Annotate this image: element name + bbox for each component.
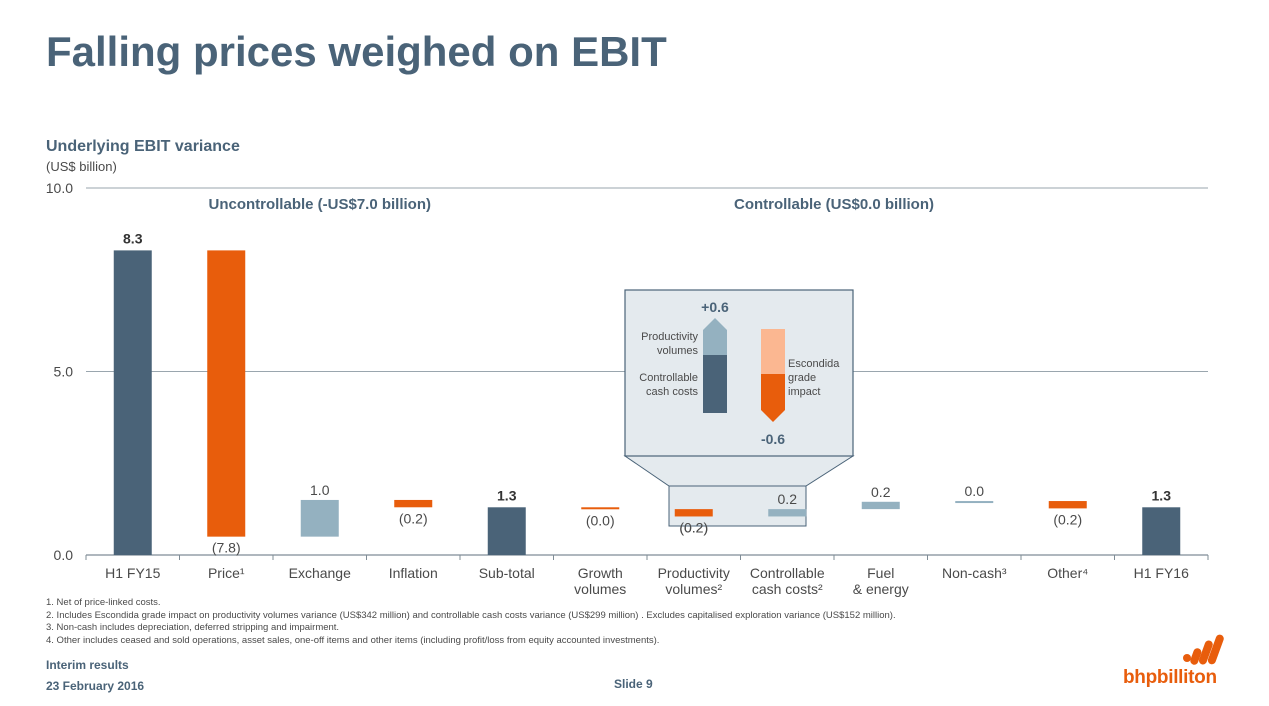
inset-label: grade bbox=[788, 372, 816, 384]
logo-text: bhpbilliton bbox=[1123, 667, 1217, 688]
bar-positive bbox=[300, 499, 339, 537]
x-tick-label: Sub-total bbox=[479, 565, 535, 581]
inset-label: Productivity bbox=[641, 331, 698, 343]
chart-subtitle: Underlying EBIT variance bbox=[46, 138, 240, 155]
bar-negative bbox=[394, 499, 433, 508]
bar-negative bbox=[1048, 501, 1087, 509]
inset-down-segment bbox=[761, 329, 785, 374]
footnote: 2. Includes Escondida grade impact on pr… bbox=[46, 609, 896, 621]
bar-negative bbox=[207, 250, 246, 537]
x-tick-label: Fuel bbox=[867, 565, 894, 581]
inset-label: Controllable bbox=[639, 372, 698, 384]
y-tick-label: 5.0 bbox=[54, 364, 74, 380]
data-label: (0.2) bbox=[1053, 511, 1082, 527]
footnote: 1. Net of price-linked costs. bbox=[46, 597, 161, 608]
x-tick-label: Controllable bbox=[750, 565, 825, 581]
x-tick-label: Non-cash³ bbox=[942, 565, 1007, 581]
data-label: 8.3 bbox=[123, 230, 143, 246]
data-label: 1.0 bbox=[310, 482, 330, 498]
x-tick-label: & energy bbox=[853, 581, 909, 597]
y-tick-label: 0.0 bbox=[54, 547, 74, 563]
bar-positive bbox=[768, 509, 807, 517]
inset-down-segment bbox=[761, 374, 785, 422]
data-label: (0.0) bbox=[586, 512, 615, 528]
bar-positive bbox=[955, 501, 994, 504]
footnote: 3. Non-cash includes depreciation, defer… bbox=[46, 622, 340, 633]
chart-units: (US$ billion) bbox=[46, 159, 117, 174]
inset-label: Escondida bbox=[788, 358, 840, 370]
group-label: Uncontrollable (-US$7.0 billion) bbox=[208, 196, 431, 213]
data-label: (0.2) bbox=[679, 519, 708, 535]
data-label: 0.2 bbox=[871, 484, 891, 500]
footnote: 4. Other includes ceased and sold operat… bbox=[46, 634, 660, 646]
bhp-logo-icon bbox=[1183, 634, 1224, 665]
x-tick-label: volumes bbox=[574, 581, 626, 597]
bar-negative bbox=[674, 509, 713, 517]
data-label: 0.0 bbox=[965, 483, 985, 499]
x-tick-label: Price¹ bbox=[208, 565, 245, 581]
inset-up-segment bbox=[703, 318, 727, 355]
data-label: 1.3 bbox=[497, 487, 517, 503]
x-tick-label: H1 FY16 bbox=[1134, 565, 1189, 581]
data-label: (7.8) bbox=[212, 540, 241, 556]
bar-negative bbox=[581, 507, 620, 510]
x-tick-label: Inflation bbox=[389, 565, 438, 581]
inset-down-label: -0.6 bbox=[761, 431, 785, 447]
x-tick-label: Exchange bbox=[289, 565, 351, 581]
inset-up-segment bbox=[703, 355, 727, 413]
footnotes: 1. Net of price-linked costs. 2. Include… bbox=[46, 597, 896, 647]
slide-number: Slide 9 bbox=[614, 677, 653, 691]
inset-box bbox=[624, 289, 854, 457]
inset-label: volumes bbox=[657, 345, 698, 357]
bar-total bbox=[1142, 507, 1181, 555]
data-label: 0.2 bbox=[778, 491, 798, 507]
footer: Interim results 23 February 2016 bbox=[46, 655, 144, 697]
footer-event: Interim results bbox=[46, 658, 129, 672]
inset-up-label: +0.6 bbox=[701, 299, 729, 315]
inset-highlight bbox=[668, 485, 807, 527]
inset-connector bbox=[623, 455, 855, 487]
group-label: Controllable (US$0.0 billion) bbox=[734, 196, 934, 213]
x-tick-label: Productivity bbox=[658, 565, 730, 581]
bar-total bbox=[113, 250, 152, 555]
x-tick-label: Growth bbox=[578, 565, 623, 581]
x-tick-label: Other⁴ bbox=[1047, 565, 1088, 581]
inset-label: impact bbox=[788, 386, 820, 398]
bar-total bbox=[487, 507, 526, 555]
x-tick-label: cash costs² bbox=[752, 581, 823, 597]
footer-date: 23 February 2016 bbox=[46, 679, 145, 693]
x-tick-label: volumes² bbox=[665, 581, 722, 597]
y-tick-label: 10.0 bbox=[46, 180, 73, 196]
data-label: (0.2) bbox=[399, 510, 428, 526]
inset-label: cash costs bbox=[646, 386, 698, 398]
bar-positive bbox=[861, 501, 900, 510]
data-label: 1.3 bbox=[1152, 487, 1172, 503]
x-tick-label: H1 FY15 bbox=[105, 565, 160, 581]
page-title: Falling prices weighed on EBIT bbox=[46, 28, 667, 75]
